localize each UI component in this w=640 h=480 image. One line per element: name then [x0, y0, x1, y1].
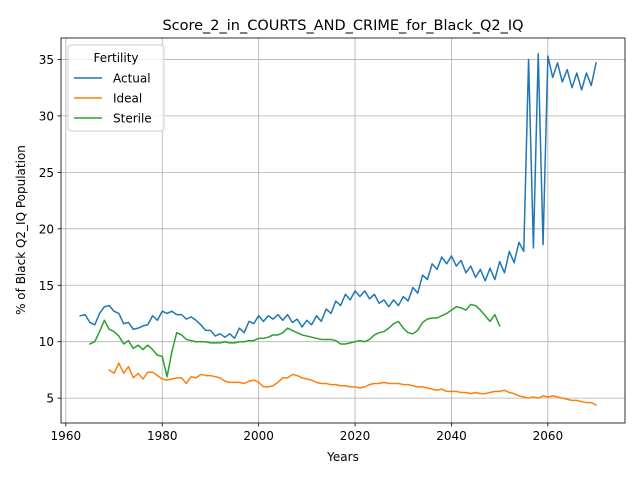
legend: Fertility Actual Ideal Sterile	[67, 44, 165, 132]
series-line-actual	[79, 53, 597, 340]
x-tick-label: 1960	[51, 429, 82, 443]
chart-title: Score_2_in_COURTS_AND_CRIME_for_Black_Q2…	[162, 18, 523, 34]
x-tick-label: 2020	[340, 429, 371, 443]
series-layer	[79, 53, 598, 406]
legend-label-sterile: Sterile	[113, 112, 152, 126]
plot-frame	[60, 37, 626, 424]
x-axis-label: Years	[326, 450, 359, 464]
y-axis-label: % of Black Q2_IQ Population	[14, 145, 28, 315]
y-tick-label: 15	[39, 279, 54, 293]
y-tick-label: 30	[39, 109, 54, 123]
legend-label-actual: Actual	[113, 72, 151, 86]
y-tick-label: 5	[46, 392, 54, 406]
legend-label-ideal: Ideal	[113, 92, 142, 106]
x-tick-label: 2060	[533, 429, 564, 443]
x-axis: 1960 1980 2000 2020 2040 2060	[51, 423, 564, 443]
y-tick-label: 10	[39, 335, 54, 349]
y-axis: 5 10 15 20 25 30 35	[39, 53, 61, 406]
legend-entries: Actual Ideal Sterile	[74, 72, 152, 126]
y-tick-label: 25	[39, 166, 54, 180]
y-tick-label: 35	[39, 53, 54, 67]
x-tick-label: 1980	[147, 429, 178, 443]
x-tick-label: 2040	[436, 429, 467, 443]
y-tick-label: 20	[39, 222, 54, 236]
series-line-ideal	[108, 362, 598, 406]
series-line-sterile	[88, 303, 501, 378]
legend-box	[67, 44, 165, 132]
legend-title: Fertility	[93, 51, 138, 65]
x-tick-label: 2000	[243, 429, 274, 443]
